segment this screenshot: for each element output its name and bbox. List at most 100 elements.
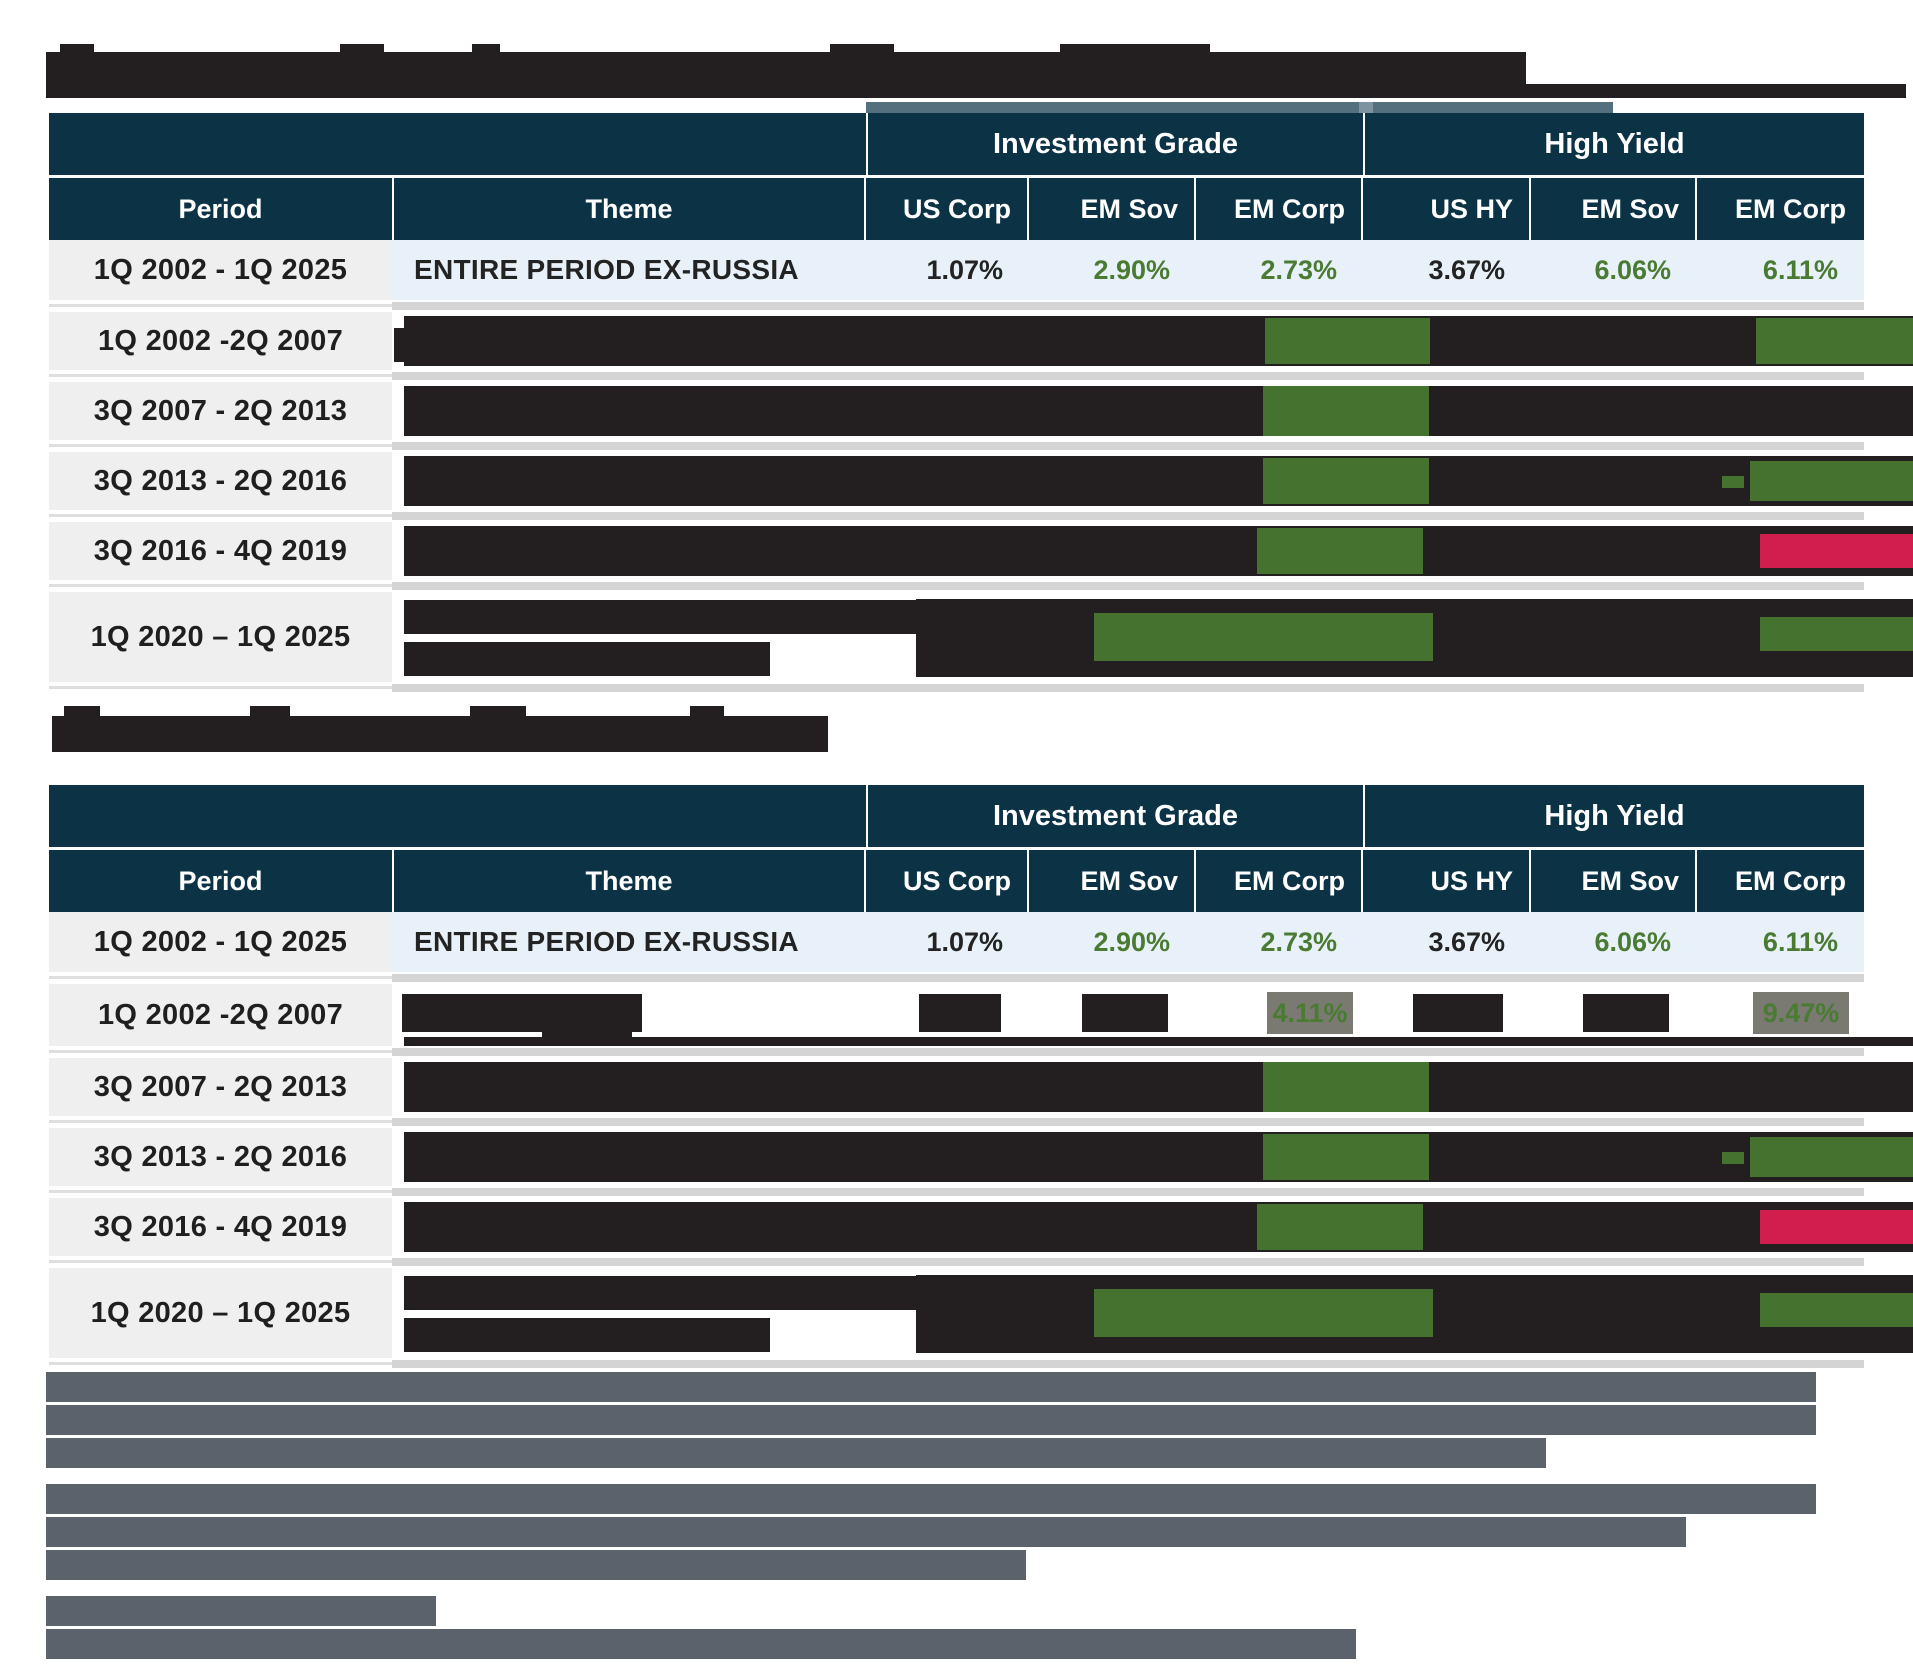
table-row-redacted: 3Q 2016 - 4Q 2019 [49,1198,1913,1256]
table-row-redacted: 1Q 2020 – 1Q 2025 [49,592,1913,682]
col-theme: Theme [392,178,864,240]
redaction-bars [392,312,1913,370]
redaction-bars [392,1198,1913,1256]
col-em-sov-hy: EM Sov [1529,850,1695,912]
period-label: 3Q 2007 - 2Q 2013 [49,382,392,440]
row-separator [49,1046,1864,1058]
value-em-sov-hy: 6.06% [1531,240,1697,300]
table-1: Investment Grade High Yield Period Theme… [49,102,1913,694]
value-em-corp-ig: 2.73% [1196,240,1363,300]
footer-redaction-line [46,1550,1026,1580]
col-em-sov-ig: EM Sov [1027,178,1194,240]
col-us-corp-ig: US Corp [864,178,1027,240]
group-header-empty [49,113,866,175]
theme-label: ENTIRE PERIOD EX-RUSSIA [392,240,866,300]
redaction-bars [392,522,1913,580]
footer-redaction-line [46,1438,1546,1468]
visible-value-em-corp-ig: 4.11% [1267,992,1353,1034]
table2-group-header: Investment Grade High Yield [49,785,1864,850]
table-row: 1Q 2002 - 1Q 2025 ENTIRE PERIOD EX-RUSSI… [49,912,1864,972]
row-separator [49,1186,1864,1198]
col-us-hy: US HY [1361,850,1529,912]
table-row-redacted: 3Q 2007 - 2Q 2013 [49,382,1913,440]
group-header-investment-grade: Investment Grade [866,785,1363,847]
redaction-bars [392,452,1913,510]
header-top-strip [866,102,1613,113]
row-separator [49,440,1864,452]
value-em-corp-ig: 2.73% [1196,912,1363,972]
table1-group-header: Investment Grade High Yield [49,102,1864,178]
row-separator [49,300,1864,312]
col-em-corp-ig: EM Corp [1194,178,1361,240]
row-separator [49,370,1864,382]
value-us-hy: 3.67% [1363,912,1531,972]
header-top-strip-chip [1359,102,1373,113]
period-label: 1Q 2002 - 1Q 2025 [49,912,392,972]
period-label: 1Q 2020 – 1Q 2025 [49,592,392,682]
value-us-corp-ig: 1.07% [866,240,1029,300]
period-label: 1Q 2002 - 1Q 2025 [49,240,392,300]
value-us-corp-ig: 1.07% [866,912,1029,972]
footer-redaction-line [46,1484,1816,1514]
period-label: 1Q 2002 -2Q 2007 [49,312,392,370]
row-separator [49,682,1864,694]
group-header-high-yield: High Yield [1363,113,1864,175]
section2-title-redacted [0,706,1913,762]
table1-column-header: Period Theme US Corp EM Sov EM Corp US H… [49,178,1864,240]
row-separator [49,1358,1864,1370]
footer-redaction-line [46,1629,1356,1659]
redaction-bars [392,382,1913,440]
footer-redaction-line [46,1372,1816,1402]
footer-disclaimer-redacted [0,1372,1913,1672]
table-row-redacted: 1Q 2002 -2Q 2007 [49,312,1913,370]
col-theme: Theme [392,850,864,912]
value-em-sov-hy: 6.06% [1531,912,1697,972]
table-2: Investment Grade High Yield Period Theme… [49,785,1913,1370]
value-text: 9.47% [1762,997,1840,1028]
table-row-redacted: 1Q 2020 – 1Q 2025 [49,1268,1913,1358]
group-header-investment-grade: Investment Grade [866,113,1363,175]
row-separator [49,1256,1864,1268]
row-separator [49,580,1864,592]
col-em-corp-hy: EM Corp [1695,850,1862,912]
col-em-corp-hy: EM Corp [1695,178,1862,240]
row-separator [49,510,1864,522]
table2-column-header: Period Theme US Corp EM Sov EM Corp US H… [49,850,1864,912]
table-row-redacted: 3Q 2013 - 2Q 2016 [49,1128,1913,1186]
group-header-high-yield: High Yield [1363,785,1864,847]
period-label: 3Q 2007 - 2Q 2013 [49,1058,392,1116]
col-us-hy: US HY [1361,178,1529,240]
table-row-redacted: 3Q 2007 - 2Q 2013 [49,1058,1913,1116]
period-label: 3Q 2013 - 2Q 2016 [49,452,392,510]
col-period: Period [178,865,263,896]
value-text: 4.11% [1272,997,1348,1028]
table-row-partially-redacted: 1Q 2002 -2Q 2007 4.11% 9.47% [49,984,1913,1046]
redaction-bars [392,1128,1913,1186]
col-period: Period [178,193,263,224]
footer-redaction-line [46,1596,436,1626]
redaction-bars [392,592,1913,682]
table-row-redacted: 3Q 2013 - 2Q 2016 [49,452,1913,510]
col-em-sov-ig: EM Sov [1027,850,1194,912]
section1-title-redacted [0,44,1913,100]
visible-value-em-corp-hy: 9.47% [1753,992,1849,1034]
col-em-sov-hy: EM Sov [1529,178,1695,240]
col-us-corp-ig: US Corp [864,850,1027,912]
footer-redaction-line [46,1405,1816,1435]
period-label: 3Q 2016 - 4Q 2019 [49,1198,392,1256]
value-em-corp-hy: 6.11% [1697,912,1864,972]
redaction-bars [392,1268,1913,1358]
period-label: 3Q 2013 - 2Q 2016 [49,1128,392,1186]
group-header-empty [49,785,866,847]
theme-label: ENTIRE PERIOD EX-RUSSIA [392,912,866,972]
value-us-hy: 3.67% [1363,240,1531,300]
table-row: 1Q 2002 - 1Q 2025 ENTIRE PERIOD EX-RUSSI… [49,240,1864,300]
period-label: 3Q 2016 - 4Q 2019 [49,522,392,580]
row-separator [49,972,1864,984]
value-em-sov-ig: 2.90% [1029,240,1196,300]
value-em-sov-ig: 2.90% [1029,912,1196,972]
row-separator [49,1116,1864,1128]
period-label: 1Q 2020 – 1Q 2025 [49,1268,392,1358]
redaction-bars: 4.11% 9.47% [392,984,1913,1046]
